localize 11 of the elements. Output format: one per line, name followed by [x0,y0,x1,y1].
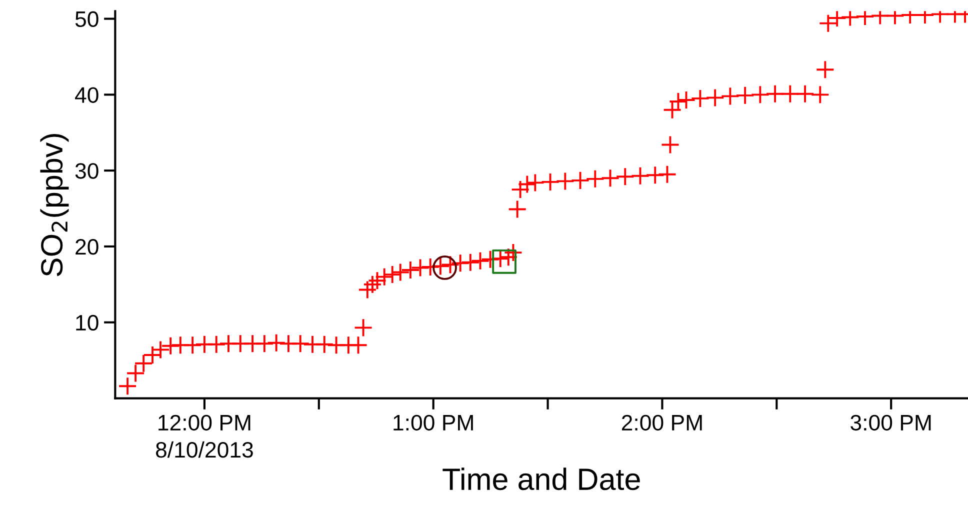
y-tick-label: 30 [75,163,98,179]
y-tick-label: 20 [76,239,98,255]
x-tick-label: 1:00 PM [394,414,473,431]
y-axis-title: SO$_{2}$(ppbv) [40,134,69,276]
x-tick-label: 2:00 PM [622,414,702,431]
y-tick-label: 50 [75,11,98,28]
y-tick-label: 40 [75,87,98,103]
x-tick-label: 3:00 PM [850,414,931,431]
y-tick-label: 10 [76,314,98,331]
x-axis-title: Time and Date [442,468,640,490]
x-tick-label: 12:00 PM 8/10/2013 [156,414,253,458]
